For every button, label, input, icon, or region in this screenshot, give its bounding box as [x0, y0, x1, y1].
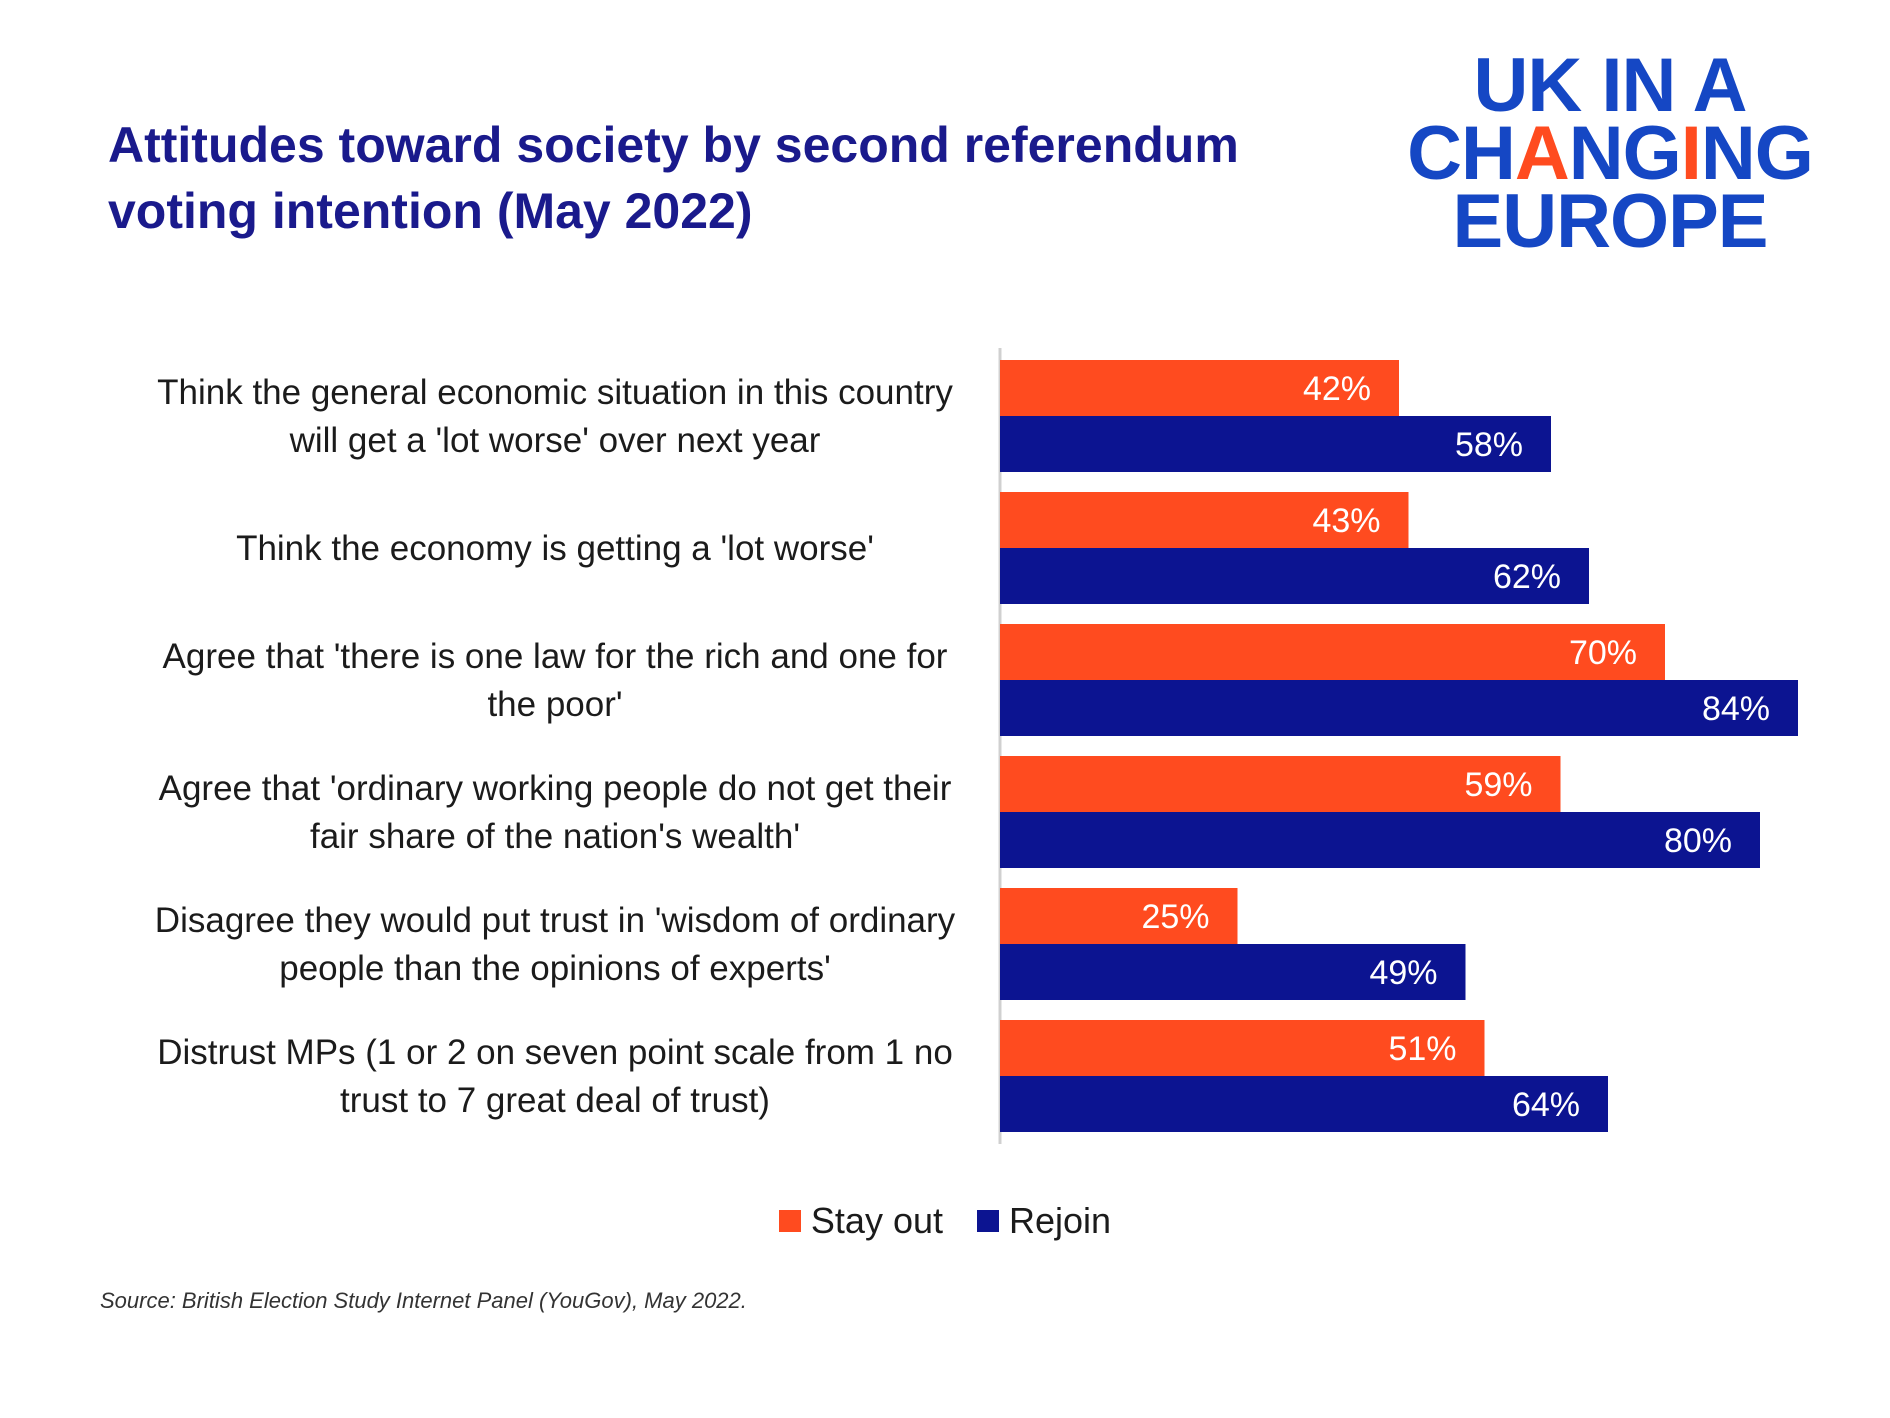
data-label-rejoin: 84%: [1702, 690, 1770, 728]
source-note: Source: British Election Study Internet …: [100, 1288, 747, 1313]
category-label: Think the general economic situation in …: [157, 373, 953, 460]
category-label: Agree that 'ordinary working people do n…: [159, 769, 952, 856]
legend-label-stay-out: Stay out: [810, 1200, 944, 1241]
legend: Stay out Rejoin: [0, 1200, 1890, 1242]
data-label-rejoin: 64%: [1512, 1086, 1580, 1124]
category-label-line: fair share of the nation's wealth': [310, 817, 800, 856]
bar-rejoin: [1000, 944, 1466, 1000]
category-label-line: Agree that 'there is one law for the ric…: [163, 637, 948, 676]
data-label-stay-out: 43%: [1312, 502, 1380, 540]
category-label-line: Agree that 'ordinary working people do n…: [159, 769, 952, 808]
data-label-stay-out: 25%: [1141, 898, 1209, 936]
data-label-rejoin: 62%: [1493, 558, 1561, 596]
legend-swatch-stay-out: [778, 1210, 801, 1232]
bar-stay-out: [1000, 888, 1238, 944]
bar-rejoin: [1000, 548, 1589, 604]
legend-item-stay-out: Stay out: [778, 1200, 944, 1242]
data-label-stay-out: 70%: [1569, 634, 1637, 672]
category-label-line: will get a 'lot worse' over next year: [289, 421, 821, 460]
legend-label-rejoin: Rejoin: [1009, 1200, 1112, 1241]
bar-stay-out: [1000, 756, 1561, 812]
bar-rejoin: [1000, 680, 1798, 736]
bar-stay-out: [1000, 492, 1409, 548]
category-label-line: people than the opinions of experts': [279, 949, 831, 988]
data-label-stay-out: 59%: [1464, 766, 1532, 804]
chart-title: Attitudes toward society by second refer…: [108, 117, 1239, 239]
category-label-line: the poor': [487, 685, 622, 724]
data-label-rejoin: 58%: [1455, 426, 1523, 464]
legend-item-rejoin: Rejoin: [977, 1200, 1111, 1242]
category-label-line: Think the general economic situation in …: [157, 373, 953, 412]
category-label: Think the economy is getting a 'lot wors…: [236, 529, 874, 568]
category-label-line: Disagree they would put trust in 'wisdom…: [155, 901, 956, 940]
uk-in-a-changing-europe-logo: UK IN A CHANGING EUROPE: [1407, 43, 1814, 264]
category-label: Agree that 'there is one law for the ric…: [163, 637, 948, 724]
category-label-line: trust to 7 great deal of trust): [340, 1081, 770, 1120]
category-label-line: Think the economy is getting a 'lot wors…: [236, 529, 874, 568]
data-label-stay-out: 51%: [1388, 1030, 1456, 1068]
legend-swatch-rejoin: [977, 1210, 1000, 1232]
data-label-rejoin: 49%: [1369, 954, 1437, 992]
bar-rejoin: [1000, 1076, 1608, 1132]
category-label-line: Distrust MPs (1 or 2 on seven point scal…: [157, 1033, 953, 1072]
data-label-stay-out: 42%: [1303, 370, 1371, 408]
data-label-rejoin: 80%: [1664, 822, 1732, 860]
bar-stay-out: [1000, 1020, 1485, 1076]
bar-rejoin: [1000, 416, 1551, 472]
bar-rejoin: [1000, 812, 1760, 868]
category-label: Disagree they would put trust in 'wisdom…: [155, 901, 956, 988]
bar-stay-out: [1000, 360, 1399, 416]
bar-stay-out: [1000, 624, 1665, 680]
category-label: Distrust MPs (1 or 2 on seven point scal…: [157, 1033, 953, 1120]
